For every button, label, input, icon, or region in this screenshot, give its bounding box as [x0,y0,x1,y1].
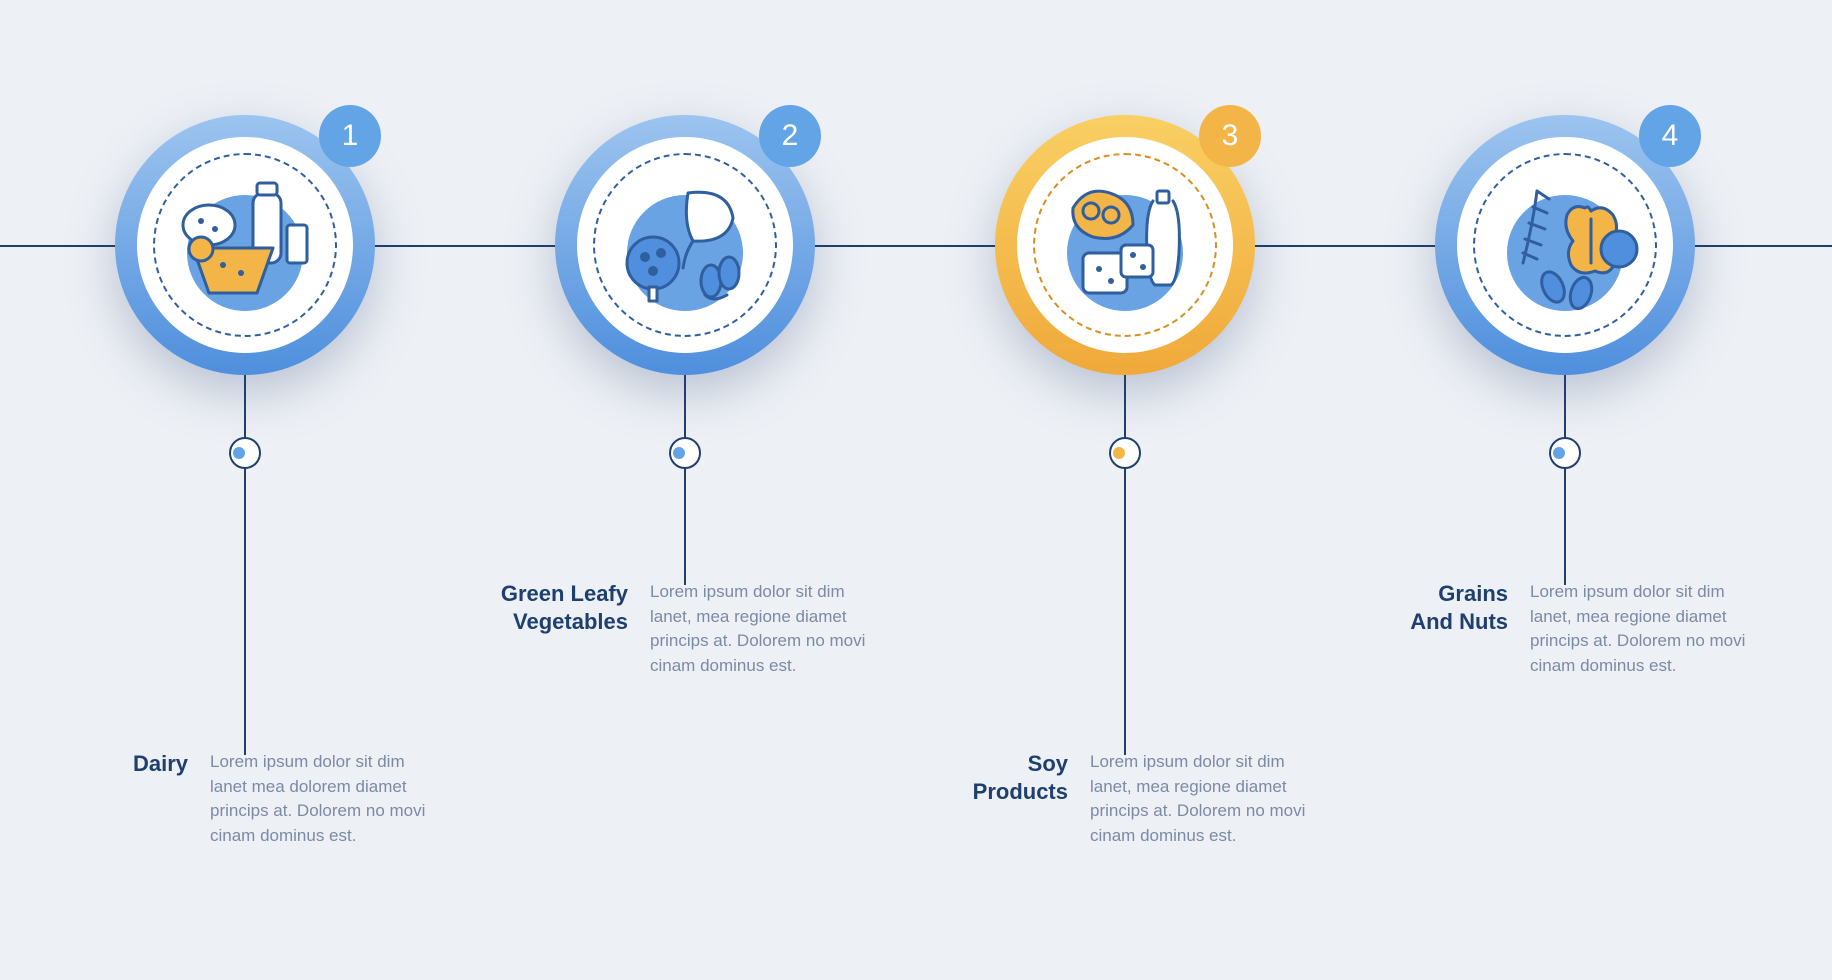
item-desc: Lorem ipsum dolor sit dim lanet, mea reg… [1530,580,1750,679]
stem-bullet [1109,437,1141,469]
stem-bullet [229,437,261,469]
item-desc: Lorem ipsum dolor sit dim lanet, mea reg… [650,580,870,679]
step-badge: 2 [759,105,821,167]
step-number: 1 [342,119,359,153]
medal: 3 [995,115,1255,375]
stem-line [1124,375,1126,755]
item-desc: Lorem ipsum dolor sit dim lanet mea dolo… [210,750,430,849]
step-badge: 3 [1199,105,1261,167]
step-number: 2 [782,119,799,153]
step-number: 4 [1662,119,1679,153]
item-desc: Lorem ipsum dolor sit dim lanet, mea reg… [1090,750,1310,849]
infographic-item: 3 SoyProducts Lorem ipsum dolor sit dim … [995,115,1255,375]
medal: 4 [1435,115,1695,375]
dairy-icon [153,153,337,337]
step-badge: 1 [319,105,381,167]
stem-line [684,375,686,585]
item-title: GrainsAnd Nuts [1410,580,1508,635]
stem-line [244,375,246,755]
item-title: Dairy [133,750,188,778]
infographic-item: 4 GrainsAnd Nuts Lorem ipsum dolor sit d… [1435,115,1695,375]
medal: 1 [115,115,375,375]
infographic-item: 1 Dairy Lorem ipsum dolor sit dim lanet … [115,115,375,375]
soy-icon [1033,153,1217,337]
item-content: Green LeafyVegetables Lorem ipsum dolor … [500,580,870,679]
stem-bullet [1549,437,1581,469]
item-content: SoyProducts Lorem ipsum dolor sit dim la… [940,750,1310,849]
infographic-item: 2 Green LeafyVegetables Lorem ipsum dolo… [555,115,815,375]
item-title: Green LeafyVegetables [501,580,628,635]
grains-icon [1473,153,1657,337]
item-content: GrainsAnd Nuts Lorem ipsum dolor sit dim… [1380,580,1750,679]
stem-bullet [669,437,701,469]
item-content: Dairy Lorem ipsum dolor sit dim lanet me… [60,750,430,849]
leafy-icon [593,153,777,337]
step-badge: 4 [1639,105,1701,167]
step-number: 3 [1222,119,1239,153]
item-title: SoyProducts [973,750,1068,805]
medal: 2 [555,115,815,375]
stem-line [1564,375,1566,585]
